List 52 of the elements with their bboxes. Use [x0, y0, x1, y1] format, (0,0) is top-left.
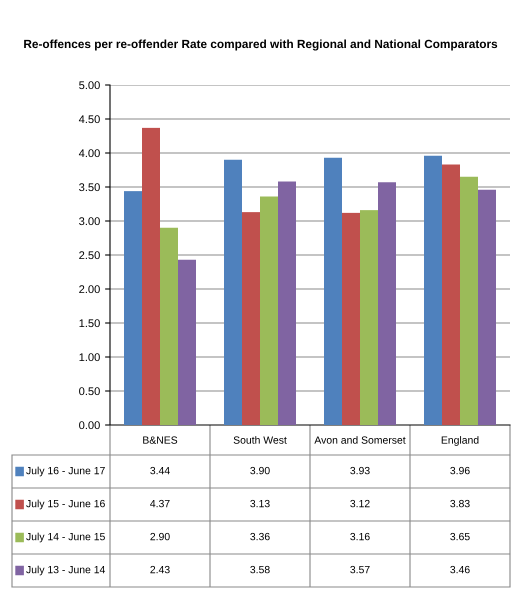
y-tick-label: 1.50 [80, 319, 100, 328]
bar [278, 182, 296, 425]
data-label: 3.58 [250, 566, 270, 574]
bar [142, 128, 160, 425]
legend-label: July 14 - June 15 [26, 532, 105, 542]
bar [424, 156, 442, 425]
bar [160, 228, 178, 425]
bar [478, 190, 496, 425]
y-tick-label: 4.00 [78, 149, 100, 158]
bar [378, 182, 396, 425]
data-label: 2.43 [150, 566, 170, 574]
data-label: 3.44 [150, 466, 170, 474]
data-label: 3.12 [350, 500, 370, 508]
data-label: 4.37 [150, 500, 170, 508]
chart-title: Re-offences per re-offender Rate compared with Regional and National Comparators [24, 39, 498, 51]
legend-label: July 16 - June 17 [26, 466, 105, 476]
data-label: 3.83 [450, 500, 470, 508]
y-tick-label: 0.00 [79, 421, 100, 430]
legend-label: July 15 - June 16 [26, 500, 105, 510]
y-tick-label: 2.50 [79, 251, 100, 260]
bar [324, 158, 342, 425]
data-label: 3.13 [250, 500, 270, 508]
legend-label: July 13 - June 14 [26, 566, 106, 576]
bar [442, 164, 460, 425]
bar [360, 210, 378, 425]
y-tick-label: 4.50 [78, 115, 100, 124]
data-label: 3.93 [350, 466, 370, 474]
bar [178, 260, 196, 425]
y-tick-label: 2.00 [79, 285, 100, 294]
data-label: 3.65 [450, 532, 470, 540]
data-label: 3.96 [450, 466, 470, 474]
data-label: 3.36 [250, 532, 270, 540]
x-tick-label: South West [234, 436, 287, 444]
bar [460, 176, 478, 425]
bar [260, 196, 278, 425]
bar [224, 160, 242, 425]
data-label: 2.90 [150, 532, 170, 540]
bar [242, 212, 260, 425]
x-tick-label: B&NES [143, 436, 178, 444]
bar [342, 212, 360, 425]
data-label: 3.57 [350, 566, 370, 574]
y-tick-label: 0.50 [79, 387, 100, 396]
x-tick-label: England [442, 436, 478, 446]
data-label: 3.46 [450, 566, 470, 574]
y-tick-label: 3.50 [79, 183, 100, 192]
y-tick-label: 3.00 [79, 217, 100, 226]
bar [124, 191, 142, 425]
y-tick-label: 1.00 [80, 353, 100, 362]
y-tick-label: 5.00 [79, 81, 100, 90]
x-tick-label: Avon and Somerset [314, 436, 406, 444]
data-label: 3.16 [350, 532, 370, 540]
data-label: 3.90 [250, 466, 270, 474]
